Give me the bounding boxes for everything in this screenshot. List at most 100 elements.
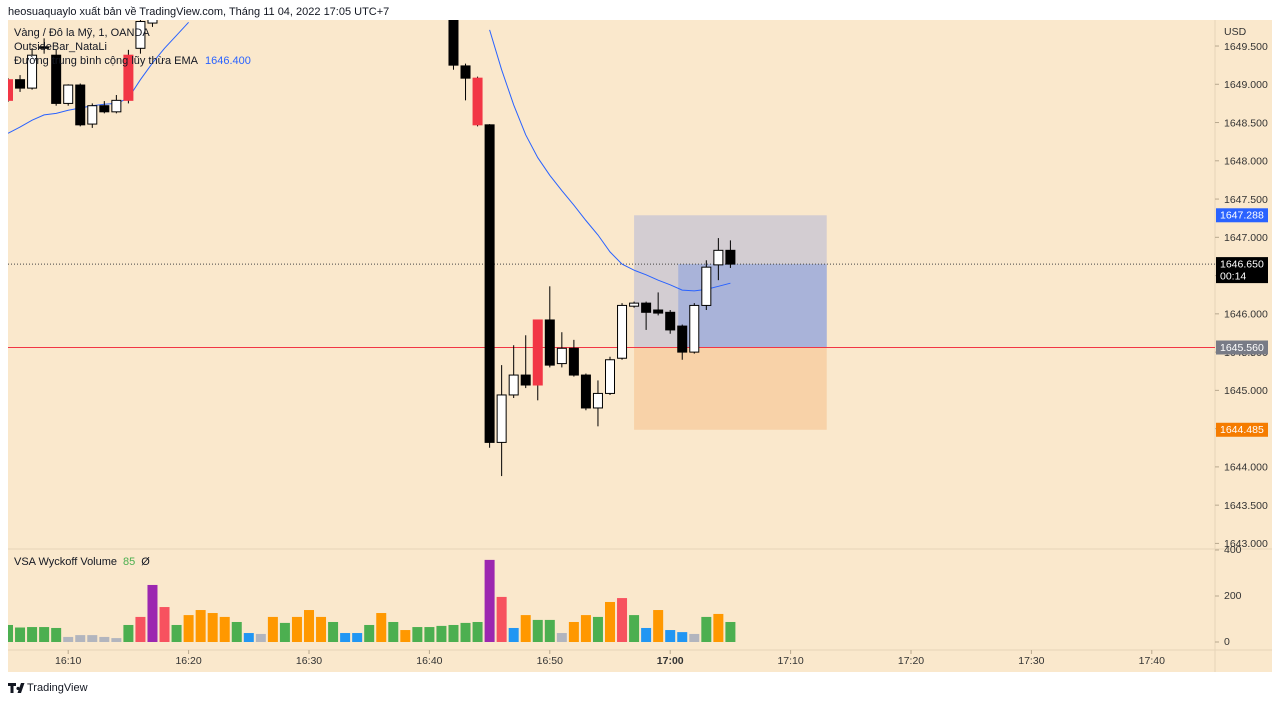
candle-body	[701, 266, 712, 306]
volume-bar	[207, 613, 218, 642]
volume-bar	[592, 616, 603, 642]
volume-bar	[713, 613, 724, 642]
candle-body	[725, 249, 736, 265]
volume-bar	[63, 636, 74, 642]
publisher-line: heosuaquaylo xuất bản về TradingView.com…	[8, 6, 389, 18]
candle-body	[605, 359, 615, 394]
volume-bar	[677, 632, 688, 642]
volume-bar	[484, 559, 495, 642]
y-tick-label: 1643.500	[1224, 500, 1268, 512]
candle-body	[665, 311, 676, 331]
price-tag	[1216, 208, 1268, 223]
price-tag	[1216, 257, 1268, 284]
volume-bar	[388, 621, 399, 642]
candle-body	[568, 347, 579, 376]
price-tag	[1216, 422, 1268, 437]
volume-bar	[243, 633, 254, 642]
candle-body	[617, 304, 628, 359]
volume-bar	[556, 633, 567, 642]
volume-extra: Ø	[141, 556, 150, 568]
volume-bar	[255, 633, 266, 642]
candle-body	[472, 77, 483, 126]
volume-bar	[472, 621, 483, 642]
volume-bar	[87, 635, 98, 642]
candle-body	[532, 319, 543, 386]
countdown: 00:14	[1220, 270, 1246, 282]
y-tick-label: 1649.000	[1224, 79, 1268, 91]
ema-line	[8, 21, 731, 292]
candle-body	[63, 84, 74, 104]
volume-name: VSA Wyckoff Volume	[14, 556, 117, 568]
y-tick-label: 1649.500	[1224, 41, 1268, 53]
volume-bar	[400, 630, 411, 642]
position-open-profit	[678, 264, 827, 348]
volume-bar	[304, 610, 314, 642]
candle-body	[111, 99, 122, 113]
volume-bar	[376, 613, 387, 642]
price-tag-label: 1645.560	[1220, 342, 1264, 354]
x-tick-label: 17:10	[777, 655, 803, 667]
candle-body	[135, 21, 146, 49]
price-tag-label: 1647.288	[1220, 210, 1264, 222]
volume-bar	[51, 627, 62, 642]
y-tick-label: 1645.000	[1224, 385, 1268, 397]
volume-bar	[641, 627, 652, 642]
brand-logo	[8, 683, 25, 693]
candle-body	[653, 309, 664, 314]
symbol: Vàng / Đô la Mỹ, 1, OANDA	[14, 27, 150, 39]
candle-body	[484, 124, 495, 443]
volume-bar	[291, 616, 302, 642]
candle-body	[15, 79, 26, 89]
x-tick-label: 17:40	[1139, 655, 1165, 667]
volume-bar	[219, 616, 230, 642]
candle-body	[556, 347, 567, 365]
position-stop-zone	[634, 347, 827, 430]
candle-body	[689, 304, 700, 353]
candle-body	[51, 54, 62, 104]
candle-body	[677, 325, 688, 353]
indicator-name: OutsideBar_NataLi	[14, 41, 107, 53]
volume-bar	[171, 624, 182, 642]
candle-body	[580, 374, 591, 409]
volume-bar	[725, 621, 736, 642]
volume-bar	[183, 615, 194, 642]
candle-body	[99, 105, 110, 113]
volume-bar	[544, 619, 555, 642]
volume-bar	[364, 624, 375, 642]
price-pane	[8, 20, 1215, 477]
volume-bar	[532, 619, 543, 642]
candle-body	[641, 302, 652, 313]
volume-bar	[15, 627, 26, 642]
volume-bar	[665, 630, 676, 642]
volume-bar	[496, 596, 507, 642]
volume-bar	[508, 627, 519, 642]
volume-bar	[147, 584, 158, 642]
x-tick-label: 17:20	[898, 655, 924, 667]
volume-bar	[75, 635, 86, 642]
volume-bar	[231, 621, 242, 642]
volume-bar	[460, 622, 471, 642]
x-tick-label: 16:40	[416, 655, 442, 667]
x-tick-label: 16:50	[537, 655, 563, 667]
candle-body	[629, 302, 640, 307]
volume-tick-label: 400	[1224, 544, 1242, 556]
volume-bar	[267, 616, 278, 642]
y-tick-label: 1647.500	[1224, 194, 1268, 206]
candle-body	[520, 374, 531, 386]
volume-bar	[689, 633, 700, 642]
volume-bar	[279, 622, 290, 642]
volume-bar	[653, 610, 664, 642]
volume-bar	[617, 598, 628, 642]
volume-bar	[568, 621, 579, 642]
ema-name: Đường trung bình cộng lũy thừa EMA	[14, 55, 199, 67]
y-tick-label: 1647.000	[1224, 232, 1268, 244]
price-tag	[1216, 340, 1268, 355]
y-tick-label: 1643.000	[1224, 538, 1268, 550]
volume-bar	[99, 636, 110, 642]
y-tick-label: 1644.000	[1224, 462, 1268, 474]
volume-bar	[39, 627, 50, 642]
x-tick-label: 16:10	[55, 655, 81, 667]
x-tick-label: 17:00	[657, 655, 684, 667]
candle-body	[460, 65, 471, 79]
